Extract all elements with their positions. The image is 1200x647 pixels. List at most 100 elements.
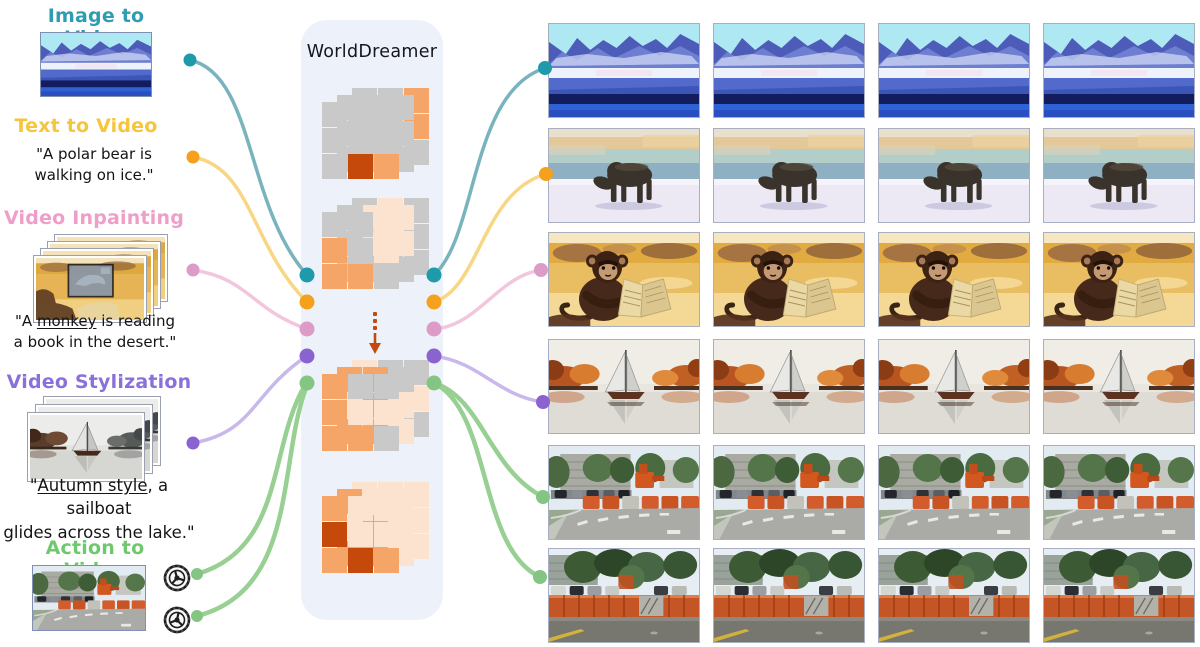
connection-curve-stylize [191, 354, 309, 445]
task-label-video-stylization: Video Stylization [6, 371, 192, 393]
connection-curve-action [431, 380, 546, 500]
connection-curve-image [432, 66, 547, 277]
output-frame-row2-col1 [548, 128, 700, 223]
token-cell [322, 264, 347, 289]
token-cell [322, 128, 347, 153]
connector-dot-stylize [186, 436, 200, 450]
connection-curve-action [194, 382, 308, 577]
output-frame-row3-col3 [878, 232, 1030, 327]
prompt-video-stylization: "Autumn style, a sailboat glides across … [0, 474, 198, 544]
token-cell [348, 128, 373, 153]
token-cell [322, 374, 347, 399]
prompt-line: "A polar bear is [36, 145, 152, 163]
token-cell [322, 154, 347, 179]
token-cell [374, 102, 399, 127]
iteration-arrow [368, 312, 382, 355]
input-inpainting-frame-stack [34, 235, 167, 322]
output-frame-row1-col1 [548, 23, 700, 118]
output-frame-row4-col1 [548, 339, 700, 434]
connection-curve-inpaint [191, 268, 309, 331]
connection-curve-action [194, 385, 309, 619]
prompt-line: a book in the desert." [13, 333, 177, 352]
token-grid-layer [322, 102, 399, 179]
output-frame-row6-col3 [878, 548, 1030, 643]
input-winter-lake-image [40, 32, 152, 97]
connector-dot-inpaint [534, 263, 548, 277]
token-cell [374, 496, 399, 521]
arrow-dot [373, 319, 377, 323]
output-frame-row6-col1 [548, 548, 700, 643]
connection-curve-inpaint [432, 268, 543, 331]
model-title: WorldDreamer [306, 42, 438, 62]
token-grid-layer [322, 374, 399, 451]
connector-dot-image [183, 53, 197, 67]
connection-curve-text [432, 172, 548, 304]
connector-dot-inpaint [186, 263, 200, 277]
output-frame-row1-col4 [1043, 23, 1195, 118]
stacked-frame [34, 256, 146, 322]
prompt-underlined-word: Autumn style [37, 476, 148, 495]
output-frame-row1-col3 [878, 23, 1030, 118]
connector-dot-action [533, 570, 547, 584]
connector-dot-action [191, 568, 203, 580]
connection-curve-text [191, 155, 309, 304]
prompt-line: " [29, 476, 38, 495]
connector-dot-action [191, 610, 203, 622]
prompt-underlined-word: monkey [36, 312, 97, 330]
output-frame-row3-col1 [548, 232, 700, 327]
prompt-line: walking on ice." [34, 166, 154, 185]
token-cell [348, 212, 373, 237]
output-frame-row1-col2 [713, 23, 865, 118]
output-frame-row4-col3 [878, 339, 1030, 434]
token-cell [374, 212, 399, 237]
output-frame-row4-col2 [713, 339, 865, 434]
token-cell [348, 374, 373, 399]
connection-curve-stylize [432, 354, 545, 404]
token-cell [322, 102, 347, 127]
token-cell [374, 374, 399, 399]
down-arrow-icon [369, 333, 381, 354]
steering-wheel-icon [162, 605, 192, 635]
prompt-line: glides across the lake." [3, 522, 195, 542]
output-frame-row2-col3 [878, 128, 1030, 223]
input-driving-scene-image [32, 565, 146, 631]
token-cell [348, 426, 373, 451]
input-stylization-frame-stack [28, 397, 160, 481]
output-frame-row6-col4 [1043, 548, 1195, 643]
token-grid-layer [322, 496, 399, 573]
output-frame-row2-col4 [1043, 128, 1195, 223]
prompt-line: , a sailboat [66, 476, 169, 519]
connection-curve-action [431, 380, 543, 580]
token-cell [348, 102, 373, 127]
token-cell [322, 522, 347, 547]
output-frame-row2-col2 [713, 128, 865, 223]
output-frame-row5-col3 [878, 445, 1030, 540]
task-label-text-to-video: Text to Video [14, 115, 158, 137]
token-cell [322, 548, 347, 573]
token-cell [322, 496, 347, 521]
token-cell [374, 128, 399, 153]
token-cell [374, 154, 399, 179]
prompt-line: "A [15, 312, 37, 330]
steering-wheel-icon [162, 563, 192, 593]
token-cell [348, 548, 373, 573]
stacked-frame [28, 413, 144, 481]
connection-curve-image [188, 58, 309, 277]
token-cell [374, 238, 399, 263]
arrow-dot [373, 312, 377, 316]
output-frame-row5-col2 [713, 445, 865, 540]
task-label-video-inpainting: Video Inpainting [3, 207, 185, 229]
prompt-video-inpainting: "A monkey is reading a book in the deser… [2, 311, 188, 354]
token-grid-layer [322, 212, 399, 289]
token-cell [348, 522, 373, 547]
output-frame-row5-col1 [548, 445, 700, 540]
connector-dot-text [186, 150, 200, 164]
prompt-line: is reading [96, 312, 175, 330]
token-grid-3 [322, 360, 430, 452]
output-frame-row4-col4 [1043, 339, 1195, 434]
token-grid-4 [322, 482, 430, 574]
token-cell [348, 496, 373, 521]
token-grid-1 [322, 88, 430, 180]
output-frame-row6-col2 [713, 548, 865, 643]
